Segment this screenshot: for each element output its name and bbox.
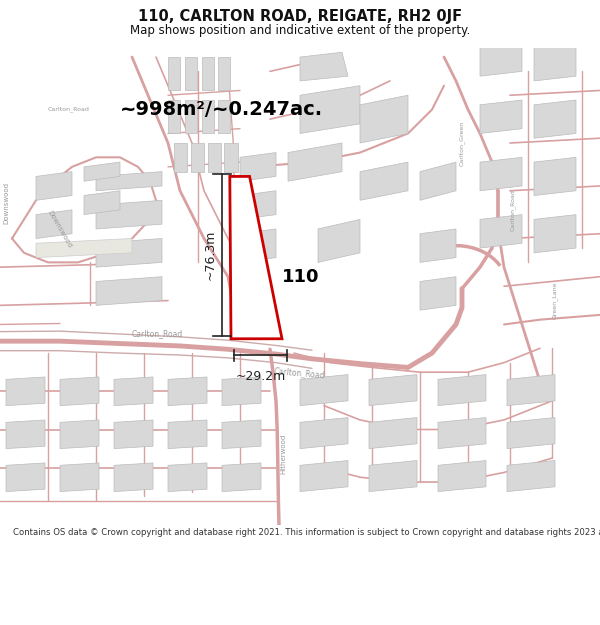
Polygon shape: [114, 420, 153, 449]
Text: 110, CARLTON ROAD, REIGATE, RH2 0JF: 110, CARLTON ROAD, REIGATE, RH2 0JF: [138, 9, 462, 24]
Polygon shape: [507, 461, 555, 492]
Polygon shape: [168, 463, 207, 492]
Polygon shape: [36, 210, 72, 239]
Polygon shape: [534, 42, 576, 81]
Polygon shape: [480, 214, 522, 248]
Polygon shape: [438, 418, 486, 449]
Polygon shape: [507, 418, 555, 449]
Polygon shape: [420, 162, 456, 200]
Polygon shape: [480, 42, 522, 76]
Text: Carlton_Road: Carlton_Road: [132, 329, 183, 338]
Polygon shape: [168, 377, 207, 406]
Polygon shape: [36, 239, 132, 258]
Polygon shape: [369, 418, 417, 449]
Polygon shape: [240, 191, 276, 219]
Polygon shape: [202, 57, 214, 91]
Polygon shape: [420, 277, 456, 310]
Polygon shape: [288, 143, 342, 181]
Polygon shape: [300, 461, 348, 492]
Polygon shape: [96, 200, 162, 229]
Polygon shape: [360, 95, 408, 143]
Polygon shape: [174, 143, 187, 172]
Polygon shape: [60, 377, 99, 406]
Polygon shape: [202, 100, 214, 134]
Text: Carlton_Road: Carlton_Road: [510, 189, 516, 231]
Polygon shape: [96, 172, 162, 191]
Polygon shape: [222, 420, 261, 449]
Polygon shape: [96, 239, 162, 267]
Text: Map shows position and indicative extent of the property.: Map shows position and indicative extent…: [130, 24, 470, 37]
Polygon shape: [369, 374, 417, 406]
Text: Contains OS data © Crown copyright and database right 2021. This information is : Contains OS data © Crown copyright and d…: [13, 528, 600, 537]
Polygon shape: [36, 172, 72, 200]
Polygon shape: [218, 100, 230, 134]
Polygon shape: [438, 461, 486, 492]
Polygon shape: [222, 463, 261, 492]
Polygon shape: [534, 100, 576, 138]
Polygon shape: [420, 229, 456, 262]
Polygon shape: [534, 214, 576, 253]
Polygon shape: [360, 162, 408, 200]
Polygon shape: [300, 86, 360, 134]
Polygon shape: [300, 52, 348, 81]
Polygon shape: [438, 374, 486, 406]
Text: Carlton_Green: Carlton_Green: [459, 121, 465, 166]
Polygon shape: [300, 418, 348, 449]
Polygon shape: [224, 143, 238, 172]
Polygon shape: [114, 463, 153, 492]
Polygon shape: [84, 191, 120, 214]
Polygon shape: [230, 176, 282, 339]
Polygon shape: [84, 162, 120, 181]
Text: Downswood: Downswood: [3, 182, 9, 224]
Text: Carlton_Road: Carlton_Road: [48, 107, 90, 112]
Polygon shape: [240, 152, 276, 181]
Polygon shape: [6, 377, 45, 406]
Polygon shape: [222, 377, 261, 406]
Polygon shape: [6, 420, 45, 449]
Polygon shape: [208, 143, 221, 172]
Text: ~998m²/~0.247ac.: ~998m²/~0.247ac.: [120, 100, 323, 119]
Text: Downswood: Downswood: [47, 209, 73, 249]
Text: Carlton_Road: Carlton_Road: [274, 366, 326, 380]
Polygon shape: [168, 100, 180, 134]
Polygon shape: [60, 420, 99, 449]
Text: 110: 110: [282, 268, 320, 286]
Text: ~29.2m: ~29.2m: [235, 370, 286, 382]
Polygon shape: [369, 461, 417, 492]
Polygon shape: [96, 277, 162, 306]
Polygon shape: [185, 57, 197, 91]
Polygon shape: [318, 219, 360, 262]
Polygon shape: [300, 374, 348, 406]
Polygon shape: [60, 463, 99, 492]
Polygon shape: [168, 57, 180, 91]
Polygon shape: [534, 158, 576, 196]
Polygon shape: [6, 463, 45, 492]
Text: Green_Lane: Green_Lane: [552, 282, 558, 319]
Polygon shape: [480, 158, 522, 191]
Polygon shape: [480, 100, 522, 134]
Polygon shape: [191, 143, 204, 172]
Polygon shape: [507, 374, 555, 406]
Text: Hitherwood: Hitherwood: [281, 433, 287, 474]
Text: ~76.3m: ~76.3m: [203, 230, 217, 281]
Polygon shape: [185, 100, 197, 134]
Polygon shape: [218, 57, 230, 91]
Polygon shape: [168, 420, 207, 449]
Polygon shape: [240, 229, 276, 262]
Polygon shape: [114, 377, 153, 406]
